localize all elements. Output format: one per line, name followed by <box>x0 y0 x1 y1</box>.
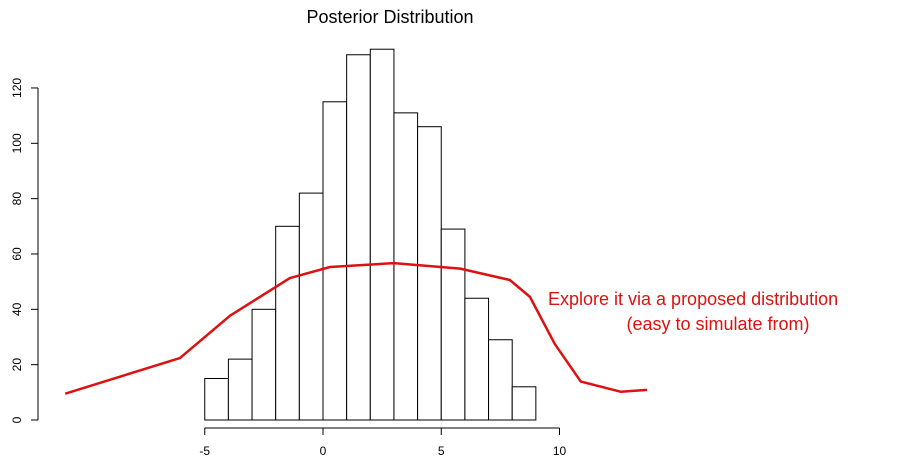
annotation: Explore it via a proposed distribution <box>548 289 838 309</box>
annotation: (easy to simulate from) <box>626 314 809 334</box>
y-tick-label: 0 <box>10 416 24 423</box>
y-tick-label: 20 <box>10 358 24 372</box>
bar <box>204 377 229 421</box>
bar <box>322 101 348 421</box>
bar <box>464 297 490 421</box>
y-tick-label: 40 <box>10 302 24 316</box>
x-tick-label: 5 <box>438 444 445 458</box>
y-tick-label: 100 <box>10 133 24 153</box>
bar <box>346 54 371 421</box>
bar <box>251 308 277 421</box>
y-tick-label: 120 <box>10 78 24 98</box>
bar <box>298 192 324 421</box>
density-curve <box>64 261 648 395</box>
x-tick-label: 10 <box>553 444 567 458</box>
bar <box>227 358 253 421</box>
bar <box>488 339 513 421</box>
bar <box>440 228 466 421</box>
bar <box>393 112 419 421</box>
x-tick-label: 0 <box>320 444 327 458</box>
bar <box>417 126 442 421</box>
bar <box>511 386 537 421</box>
y-tick-label: 60 <box>10 247 24 261</box>
x-tick-label: -5 <box>199 444 210 458</box>
chart-title: Posterior Distribution <box>306 7 473 27</box>
y-tick-label: 80 <box>10 192 24 206</box>
bar <box>275 225 300 421</box>
bar <box>369 48 395 421</box>
